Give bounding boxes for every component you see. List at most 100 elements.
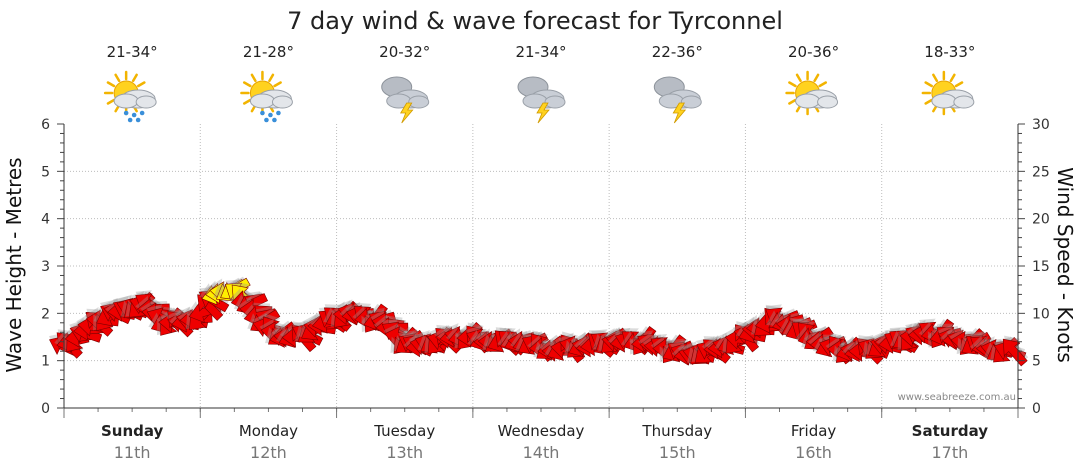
day-date-label: 12th <box>250 443 287 462</box>
cloud-puff <box>408 95 430 109</box>
rain-drop <box>123 110 129 116</box>
sun-cloud-rain-icon <box>240 70 293 123</box>
right-tick-label: 10 <box>1032 306 1050 322</box>
rain-drop <box>264 117 269 123</box>
day-temp-label: 22-36° <box>652 43 703 61</box>
storm-icon <box>653 76 702 124</box>
rain-drop <box>131 112 137 118</box>
rain-drop <box>260 110 265 116</box>
sun-ray <box>137 81 146 88</box>
sun-ray <box>106 98 116 105</box>
wind-arrow <box>1002 335 1029 367</box>
rain-drop <box>276 110 281 116</box>
cloud-puff <box>271 95 293 109</box>
wind-arrow-body <box>1002 338 1028 367</box>
cloud-shape <box>931 89 975 109</box>
cloud-shape <box>113 89 157 109</box>
wind-arrows <box>48 276 1029 367</box>
left-tick-label: 5 <box>41 164 50 180</box>
cloud-puff <box>953 95 975 109</box>
left-tick-label: 2 <box>41 306 50 322</box>
rain-drop <box>127 117 133 123</box>
sun-ray <box>924 81 933 88</box>
sun-ray <box>242 98 252 105</box>
right-tick-label: 5 <box>1032 354 1041 370</box>
lightning-bolt <box>672 102 687 124</box>
day-name-label: Monday <box>239 422 298 440</box>
left-tick-label: 3 <box>41 259 50 275</box>
sun-ray <box>949 73 956 83</box>
lightning-bolt <box>536 102 550 124</box>
right-tick-label: 25 <box>1032 164 1050 180</box>
sun-ray <box>273 81 282 88</box>
sun-ray <box>250 73 257 83</box>
sun-ray <box>954 81 964 88</box>
cloud-puff <box>135 95 157 109</box>
cloud-shape <box>249 89 293 109</box>
day-temp-label: 21-34° <box>515 43 566 61</box>
sun-ray <box>924 98 933 105</box>
left-tick-label: 4 <box>41 212 50 228</box>
day-temp-label: 21-28° <box>243 43 294 61</box>
right-tick-label: 0 <box>1032 401 1041 417</box>
sun-ray <box>268 73 275 83</box>
sun-ray <box>932 73 939 83</box>
day-name-label: Thursday <box>641 422 712 440</box>
sun-ray <box>795 73 802 83</box>
day-name-label: Saturday <box>912 422 989 440</box>
cloud-shape <box>381 76 430 109</box>
right-tick-label: 30 <box>1032 117 1050 133</box>
axes: 0 1 2 3 4 5 6 0 5 10 15 20 25 30 Sunday 11th Monday 12th T… <box>41 117 1050 462</box>
day-name-label: Friday <box>791 422 837 440</box>
lightning-bolt <box>400 102 414 124</box>
day-name-label: Sunday <box>101 422 164 440</box>
right-tick-label: 20 <box>1032 212 1050 228</box>
day-name-label: Wednesday <box>498 422 585 440</box>
day-date-label: 13th <box>386 443 423 462</box>
day-date-label: 17th <box>931 443 968 462</box>
sun-ray <box>818 81 828 88</box>
day-temp-label: 18-33° <box>924 43 975 61</box>
day-date-label: 15th <box>659 443 696 462</box>
storm-icon <box>517 76 566 124</box>
sun-ray <box>242 81 252 88</box>
cloud-puff <box>544 95 566 109</box>
rain-drop <box>139 110 145 116</box>
left-tick-label: 1 <box>41 354 50 370</box>
cloud-shape <box>653 76 702 109</box>
sun-ray <box>788 98 797 105</box>
day-temp-label: 20-36° <box>788 43 839 61</box>
day-date-label: 14th <box>523 443 560 462</box>
grid <box>64 124 1018 408</box>
sun-ray <box>813 73 820 83</box>
left-axis-title: Wave Height - Metres <box>2 157 26 372</box>
cloud-shape <box>795 89 839 109</box>
sun-cloud-rain-icon <box>103 70 157 123</box>
right-tick-label: 15 <box>1032 259 1050 275</box>
cloud-puff <box>113 93 139 109</box>
cloud-puff <box>817 95 839 109</box>
sun-cloud-icon <box>921 70 975 116</box>
storm-icon <box>381 76 430 124</box>
watermark: www.seabreeze.com.au <box>898 392 1016 403</box>
day-date-label: 16th <box>795 443 832 462</box>
sun-ray <box>131 73 138 83</box>
rain-drop <box>135 117 141 123</box>
sun-ray <box>106 81 116 88</box>
right-axis-title: Wind Speed - Knots <box>1053 167 1077 363</box>
cloud-puff <box>680 95 702 109</box>
cloud-shape <box>517 76 566 109</box>
left-tick-label: 0 <box>41 401 50 417</box>
sun-ray <box>114 73 121 83</box>
cloud-puff <box>795 93 821 109</box>
sun-cloud-icon <box>785 70 839 116</box>
chart-title: 7 day wind & wave forecast for Tyrconnel <box>287 7 783 35</box>
day-temp-label: 21-34° <box>107 43 158 61</box>
sun-ray <box>788 81 797 88</box>
day-date-label: 11th <box>114 443 151 462</box>
left-tick-label: 6 <box>41 117 50 133</box>
rain-drop <box>268 112 273 118</box>
cloud-puff <box>249 93 275 109</box>
rain-drop <box>272 117 277 123</box>
